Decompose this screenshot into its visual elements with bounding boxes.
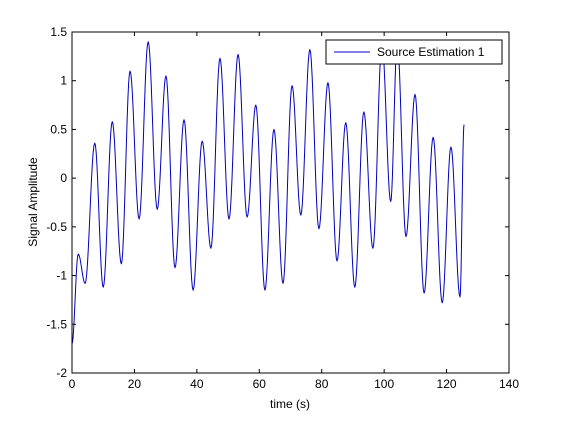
series-layer bbox=[71, 41, 465, 344]
y-tick-label: -1 bbox=[56, 269, 67, 283]
ticks-layer: 0 20 40 60 80 100 120 140 -2 -1.5 -1 -0.5 0 0.5 1 1.5 bbox=[46, 25, 519, 391]
legend-label: Source Estimation 1 bbox=[377, 45, 485, 59]
y-tick-label: 1 bbox=[60, 74, 67, 88]
y-tick-label: -2 bbox=[56, 366, 67, 380]
y-tick-label: 0.5 bbox=[50, 122, 67, 136]
x-tick-label: 100 bbox=[374, 377, 394, 391]
x-tick-label: 80 bbox=[315, 377, 329, 391]
x-tick-label: 40 bbox=[190, 377, 204, 391]
y-tick-label: 1.5 bbox=[50, 25, 67, 39]
y-tick-label: 0 bbox=[60, 171, 67, 185]
series-line-source-estimation-1 bbox=[71, 41, 465, 344]
x-tick-label: 140 bbox=[499, 377, 519, 391]
x-tick-label: 60 bbox=[253, 377, 267, 391]
x-tick-label: 120 bbox=[437, 377, 457, 391]
y-tick-label: -1.5 bbox=[46, 317, 67, 331]
plot-frame bbox=[71, 31, 510, 374]
x-tick-label: 20 bbox=[128, 377, 142, 391]
y-axis-label: Signal Amplitude bbox=[26, 157, 40, 247]
y-tick-label: -0.5 bbox=[46, 220, 67, 234]
legend: Source Estimation 1 bbox=[325, 39, 503, 65]
x-tick-label: 0 bbox=[69, 377, 76, 391]
x-axis-label: time (s) bbox=[270, 397, 310, 411]
